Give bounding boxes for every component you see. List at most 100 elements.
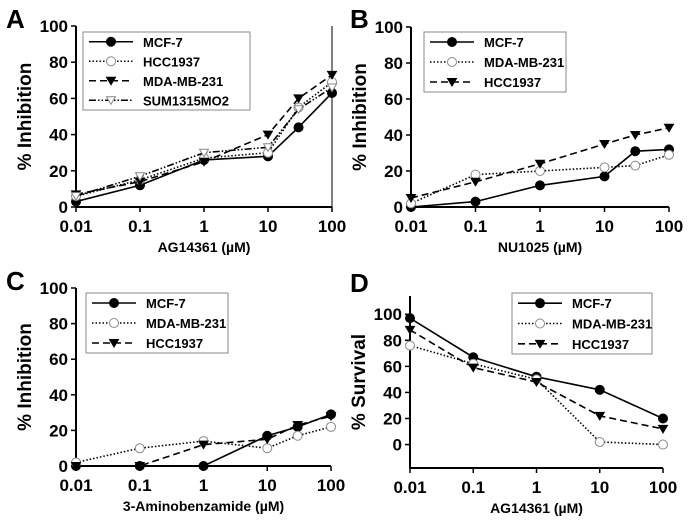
data-point bbox=[599, 171, 610, 182]
legend-marker bbox=[447, 37, 457, 47]
series-mda-mb-231 bbox=[406, 149, 674, 209]
data-point bbox=[292, 421, 304, 431]
data-point bbox=[325, 412, 337, 422]
y-tick-label: 20 bbox=[49, 421, 68, 440]
series-line bbox=[75, 92, 333, 203]
data-point bbox=[630, 160, 641, 171]
data-point bbox=[594, 384, 605, 395]
series-hcc1937 bbox=[404, 325, 669, 434]
x-tick-label: 0.1 bbox=[464, 217, 488, 236]
y-tick-label: 80 bbox=[49, 315, 68, 334]
series-mda-mb-231 bbox=[405, 340, 668, 450]
data-point bbox=[657, 424, 669, 434]
data-point bbox=[262, 443, 273, 454]
legend-label: HCC1937 bbox=[143, 54, 200, 69]
x-tick-label: 100 bbox=[649, 478, 677, 497]
x-tick-label: 10 bbox=[258, 476, 277, 495]
series-line bbox=[76, 413, 332, 467]
series-hcc1937 bbox=[405, 123, 675, 203]
x-tick-label: 1 bbox=[199, 217, 208, 236]
legend-label: SUM1315MO2 bbox=[143, 93, 229, 108]
data-point bbox=[663, 123, 675, 133]
series-line bbox=[76, 415, 332, 467]
legend-label: MDA-MB-231 bbox=[143, 74, 223, 89]
panel-c: C 0 20 40 60 80 100 0.01 0.1 1 10 100 3-Aminobenzami… bbox=[6, 266, 345, 514]
data-point bbox=[198, 440, 209, 450]
legend-marker bbox=[447, 57, 457, 67]
x-tick-label: 0.1 bbox=[128, 476, 152, 495]
legend-label: MDA-MB-231 bbox=[484, 55, 564, 70]
data-point bbox=[629, 131, 641, 140]
y-axis-label: % Inhibition bbox=[350, 63, 371, 171]
x-tick-label: 0.01 bbox=[59, 217, 92, 236]
data-point bbox=[326, 83, 338, 93]
legend-marker bbox=[535, 318, 545, 329]
data-point bbox=[326, 421, 336, 432]
legend-marker bbox=[109, 298, 119, 308]
y-tick-label: 100 bbox=[40, 17, 68, 36]
data-point bbox=[405, 340, 415, 351]
data-point bbox=[293, 105, 304, 115]
x-tick-label: 1 bbox=[532, 478, 541, 497]
x-axis-label: AG14361 (µM) bbox=[490, 500, 583, 516]
y-axis-label: % Survival bbox=[349, 334, 370, 430]
data-point bbox=[534, 159, 546, 169]
data-point bbox=[470, 177, 481, 187]
x-tick-label: 0.01 bbox=[393, 478, 426, 497]
series-line bbox=[409, 344, 664, 446]
series-line bbox=[410, 148, 670, 208]
data-point bbox=[470, 196, 481, 207]
x-tick-label: 1 bbox=[535, 217, 544, 236]
series-line bbox=[75, 74, 333, 196]
legend: MCF-7 MDA-MB-231 HCC1937 bbox=[423, 31, 567, 93]
data-point bbox=[134, 462, 146, 471]
legend-label: MCF-7 bbox=[143, 35, 183, 50]
legend-marker bbox=[108, 339, 120, 348]
data-point bbox=[594, 411, 606, 421]
x-tick-label: 100 bbox=[318, 217, 346, 236]
y-tick-label: 60 bbox=[49, 350, 68, 369]
x-tick-label: 100 bbox=[655, 217, 683, 236]
series-sum1315mo2 bbox=[70, 83, 338, 202]
data-point bbox=[630, 146, 641, 157]
legend-label: HCC1937 bbox=[484, 75, 541, 90]
legend-label: MCF-7 bbox=[484, 35, 524, 50]
y-tick-label: 40 bbox=[384, 126, 403, 145]
x-tick-label: 0.1 bbox=[461, 478, 485, 497]
data-point bbox=[326, 70, 338, 80]
x-axis-label: NU1025 (µM) bbox=[498, 239, 582, 255]
data-point bbox=[70, 462, 82, 471]
data-point bbox=[658, 413, 668, 424]
y-tick-label: 100 bbox=[375, 18, 403, 37]
panel-label: B bbox=[350, 4, 369, 34]
data-point bbox=[599, 140, 610, 149]
panel-b: B 0 20 40 60 80 100 0.01 0.1 1 10 100 NU1025 (µM) % I… bbox=[350, 4, 683, 255]
data-point bbox=[599, 162, 610, 173]
data-point bbox=[262, 130, 274, 140]
x-tick-label: 0.01 bbox=[59, 476, 92, 495]
data-point bbox=[658, 439, 668, 450]
series-line bbox=[410, 127, 670, 199]
y-tick-label: 100 bbox=[374, 305, 402, 324]
legend: MCF-7 MDA-MB-231 HCC1937 bbox=[511, 292, 653, 355]
legend-marker bbox=[105, 76, 117, 86]
y-tick-label: 40 bbox=[49, 386, 68, 405]
y-tick-label: 20 bbox=[49, 162, 68, 181]
legend: MCF-7 MDA-MB-231 HCC1937 bbox=[85, 292, 229, 354]
data-point bbox=[531, 378, 542, 387]
panel-d: D 0 20 40 60 80 100 0.01 0.1 1 10 100 AG14361 (µM) % … bbox=[349, 268, 677, 516]
legend-label: MDA-MB-231 bbox=[146, 316, 226, 331]
y-tick-label: 80 bbox=[49, 53, 68, 72]
y-tick-label: 20 bbox=[383, 409, 402, 428]
x-tick-label: 10 bbox=[595, 217, 614, 236]
legend: MCF-7 HCC1937 MDA-MB-231 SUM1315MO2 bbox=[82, 31, 251, 111]
series-mda-mb-231 bbox=[70, 70, 338, 200]
series-mcf-7 bbox=[406, 144, 674, 212]
data-point bbox=[664, 149, 674, 160]
y-tick-label: 60 bbox=[383, 357, 402, 376]
panel-a: A 0 20 40 60 80 100 0.01 0.1 1 10 100 AG14361 (µM) % … bbox=[6, 4, 346, 255]
x-tick-label: 1 bbox=[199, 476, 208, 495]
x-tick-label: 10 bbox=[590, 478, 609, 497]
